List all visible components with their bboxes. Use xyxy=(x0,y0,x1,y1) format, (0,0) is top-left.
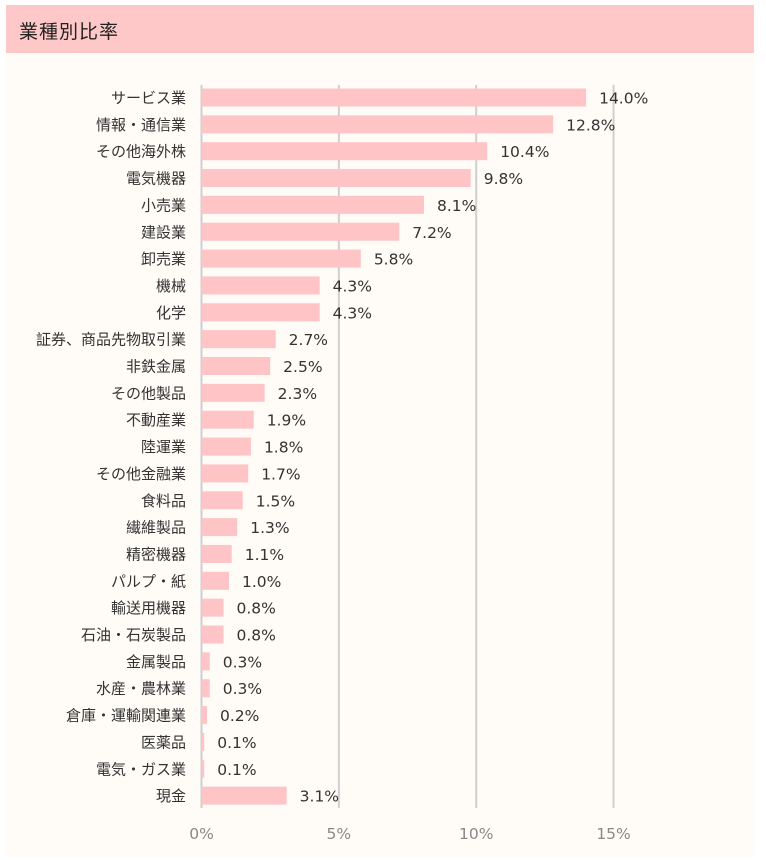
bar xyxy=(202,491,243,509)
value-label: 8.1% xyxy=(437,197,476,215)
bar xyxy=(202,384,265,402)
category-label: 卸売業 xyxy=(141,250,186,268)
bar xyxy=(202,357,271,375)
category-label: 機械 xyxy=(156,277,186,295)
bar xyxy=(202,115,554,133)
bar xyxy=(202,760,205,778)
bar xyxy=(202,303,320,321)
bar xyxy=(202,330,276,348)
value-label: 0.2% xyxy=(220,707,259,725)
value-label: 2.7% xyxy=(289,331,328,349)
x-tick-label: 15% xyxy=(596,825,630,843)
bar xyxy=(202,464,249,482)
value-label: 0.1% xyxy=(217,761,256,779)
value-label: 14.0% xyxy=(599,90,648,108)
category-label: 水産・農林業 xyxy=(96,680,186,698)
bar xyxy=(202,250,361,268)
category-label: 建設業 xyxy=(141,223,186,241)
x-tick-label: 5% xyxy=(327,825,352,843)
bar xyxy=(202,518,238,536)
category-label: 繊維製品 xyxy=(126,519,186,537)
category-label: その他金融業 xyxy=(96,465,186,483)
bar xyxy=(202,276,320,294)
category-label: 不動産業 xyxy=(126,411,186,429)
value-label: 7.2% xyxy=(412,224,451,242)
value-label: 0.8% xyxy=(236,627,275,645)
category-label: 陸運業 xyxy=(141,438,186,456)
value-label: 1.5% xyxy=(256,492,295,510)
bar xyxy=(202,787,287,805)
value-label: 1.0% xyxy=(242,573,281,591)
category-label: 現金 xyxy=(156,787,186,805)
category-label: パルプ・紙 xyxy=(111,572,186,590)
bar xyxy=(202,626,224,644)
value-label: 0.3% xyxy=(223,653,262,671)
bar xyxy=(202,89,587,107)
value-label: 4.3% xyxy=(333,304,372,322)
bar xyxy=(202,652,210,670)
value-label: 4.3% xyxy=(333,277,372,295)
x-tick-label: 0% xyxy=(189,825,214,843)
value-label: 0.8% xyxy=(236,600,275,618)
category-label: 小売業 xyxy=(141,196,186,214)
bar xyxy=(202,545,232,563)
category-label: 輸送用機器 xyxy=(111,599,186,617)
bar xyxy=(202,572,229,590)
bar xyxy=(202,196,425,214)
value-label: 3.1% xyxy=(300,788,339,806)
bar xyxy=(202,438,251,456)
bar xyxy=(202,411,254,429)
value-label: 0.1% xyxy=(217,734,256,752)
value-label: 12.8% xyxy=(566,116,615,134)
value-label: 0.3% xyxy=(223,680,262,698)
category-label: 倉庫・運輸関連業 xyxy=(66,707,186,725)
bar xyxy=(202,599,224,617)
category-label: その他海外株 xyxy=(96,143,186,161)
value-label: 1.1% xyxy=(245,546,284,564)
bar xyxy=(202,679,210,697)
bar xyxy=(202,142,488,160)
category-label: 食料品 xyxy=(141,492,186,510)
category-label: 金属製品 xyxy=(126,653,186,671)
category-label: 証券、商品先物取引業 xyxy=(36,331,186,349)
category-label: 情報・通信業 xyxy=(96,116,186,134)
value-label: 1.7% xyxy=(261,465,300,483)
category-label: 医薬品 xyxy=(141,733,186,751)
category-label: サービス業 xyxy=(111,89,186,107)
category-label: その他製品 xyxy=(111,384,186,402)
category-label: 石油・石炭製品 xyxy=(81,626,186,644)
value-label: 1.8% xyxy=(264,439,303,457)
bar xyxy=(202,223,400,241)
value-label: 2.5% xyxy=(283,358,322,376)
value-label: 1.3% xyxy=(250,519,289,537)
category-label: 電気機器 xyxy=(126,170,186,188)
value-label: 10.4% xyxy=(500,143,549,161)
category-label: 非鉄金属 xyxy=(126,358,186,376)
bar xyxy=(202,733,205,751)
bar xyxy=(202,169,471,187)
value-label: 2.3% xyxy=(278,385,317,403)
category-label: 精密機器 xyxy=(126,545,186,563)
value-label: 5.8% xyxy=(374,251,413,269)
x-tick-label: 10% xyxy=(459,825,493,843)
value-label: 1.9% xyxy=(267,412,306,430)
category-label: 化学 xyxy=(156,304,186,322)
value-label: 9.8% xyxy=(484,170,523,188)
bar xyxy=(202,706,207,724)
category-label: 電気・ガス業 xyxy=(96,760,186,778)
